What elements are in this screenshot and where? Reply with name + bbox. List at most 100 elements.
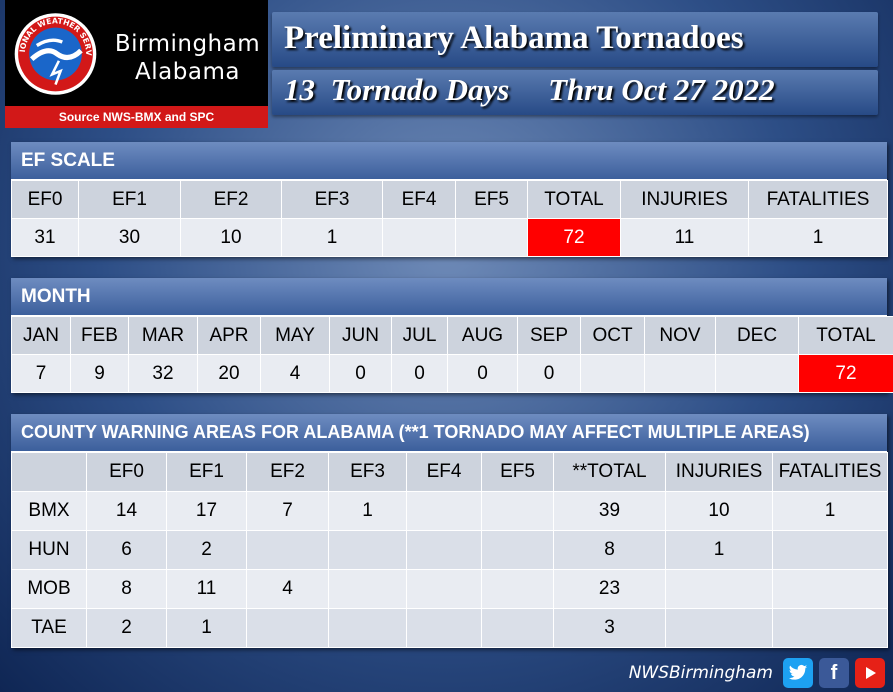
table-cell	[772, 530, 888, 570]
col-header: MAY	[260, 316, 330, 355]
table-cell: 7	[11, 354, 71, 393]
table-row: MOB 8 11 4 23	[11, 569, 888, 609]
col-header: JUN	[329, 316, 392, 355]
col-header: FATALITIES	[772, 452, 888, 492]
table-cell: 32	[128, 354, 198, 393]
table-row: HUN 6 2 8 1	[11, 530, 888, 570]
table-cell: 11	[166, 569, 247, 609]
col-header	[11, 452, 87, 492]
table-cell	[328, 530, 407, 570]
nws-seal-icon: NATIONAL WEATHER SERVICE	[13, 10, 97, 95]
table-cell: 31	[11, 218, 79, 257]
col-header: EF0	[86, 452, 167, 492]
col-header: **TOTAL	[553, 452, 666, 492]
col-header: EF2	[246, 452, 329, 492]
col-header: EF5	[481, 452, 554, 492]
col-header: EF3	[328, 452, 407, 492]
col-header: EF4	[382, 180, 456, 219]
table-cell: 20	[197, 354, 261, 393]
table-cell: 17	[166, 491, 247, 531]
table-cell	[246, 530, 329, 570]
table-cell	[406, 569, 482, 609]
row-label: BMX	[11, 491, 87, 531]
table-cell	[665, 608, 773, 648]
table-cell: 8	[553, 530, 666, 570]
table-cell	[406, 491, 482, 531]
table-cell: 1	[328, 491, 407, 531]
county-table: EF0 EF1 EF2 EF3 EF4 EF5 **TOTAL INJURIES…	[11, 452, 888, 648]
table-cell	[644, 354, 716, 393]
col-header: OCT	[580, 316, 645, 355]
col-header: FATALITIES	[748, 180, 888, 219]
table-cell: 0	[329, 354, 392, 393]
table-cell	[328, 569, 407, 609]
table-cell: 3	[553, 608, 666, 648]
table-cell: 10	[665, 491, 773, 531]
month-header: MONTH	[11, 278, 887, 316]
table-cell	[481, 569, 554, 609]
col-header: TOTAL	[527, 180, 621, 219]
col-header: EF4	[406, 452, 482, 492]
table-cell	[382, 218, 456, 257]
table-cell: 14	[86, 491, 167, 531]
social-handle[interactable]: NWSBirmingham	[628, 663, 773, 683]
col-header: SEP	[517, 316, 581, 355]
col-header: TOTAL	[798, 316, 893, 355]
twitter-icon[interactable]	[783, 658, 813, 688]
col-header: APR	[197, 316, 261, 355]
col-header: EF1	[166, 452, 247, 492]
table-cell	[455, 218, 528, 257]
table-cell: 7	[246, 491, 329, 531]
table-cell: 23	[553, 569, 666, 609]
col-header: AUG	[447, 316, 518, 355]
table-cell: 8	[86, 569, 167, 609]
social-footer: NWSBirmingham f	[629, 658, 885, 688]
col-header: INJURIES	[665, 452, 773, 492]
table-cell: 10	[180, 218, 282, 257]
county-header: COUNTY WARNING AREAS FOR ALABAMA (**1 TO…	[11, 414, 887, 452]
table-cell: 0	[447, 354, 518, 393]
table-cell: 0	[517, 354, 581, 393]
col-header: FEB	[70, 316, 129, 355]
table-cell	[772, 569, 888, 609]
county-header-row: EF0 EF1 EF2 EF3 EF4 EF5 **TOTAL INJURIES…	[11, 452, 888, 492]
total-cell: 72	[527, 218, 621, 257]
office-line2: Alabama	[135, 59, 240, 85]
nws-logo-block: NATIONAL WEATHER SERVICE Birmingham Alab…	[5, 0, 268, 106]
table-cell: 1	[748, 218, 888, 257]
table-cell	[665, 569, 773, 609]
table-cell	[246, 608, 329, 648]
table-cell	[481, 530, 554, 570]
col-header: EF2	[180, 180, 282, 219]
col-header: INJURIES	[620, 180, 749, 219]
title-banner: Preliminary Alabama Tornadoes	[272, 12, 878, 67]
row-label: HUN	[11, 530, 87, 570]
facebook-icon[interactable]: f	[819, 658, 849, 688]
county-panel: COUNTY WARNING AREAS FOR ALABAMA (**1 TO…	[11, 414, 888, 648]
youtube-icon[interactable]	[855, 658, 885, 688]
month-panel: MONTH JAN FEB MAR APR MAY JUN JUL AUG SE…	[11, 278, 893, 393]
table-cell: 30	[78, 218, 181, 257]
ef-scale-panel: EF SCALE EF0 EF1 EF2 EF3 EF4 EF5 TOTAL I…	[11, 142, 888, 257]
ef-scale-table: EF0 EF1 EF2 EF3 EF4 EF5 TOTAL INJURIES F…	[11, 180, 888, 257]
table-cell	[481, 608, 554, 648]
row-label: TAE	[11, 608, 87, 648]
table-cell: 1	[665, 530, 773, 570]
subtitle-banner: 13 Tornado Days Thru Oct 27 2022	[272, 70, 878, 115]
table-cell: 2	[166, 530, 247, 570]
col-header: DEC	[715, 316, 799, 355]
table-row: BMX 14 17 7 1 39 10 1	[11, 491, 888, 531]
page-title: Preliminary Alabama Tornadoes	[284, 20, 744, 56]
page-subtitle: 13 Tornado Days Thru Oct 27 2022	[284, 72, 775, 107]
table-cell	[715, 354, 799, 393]
col-header: EF3	[281, 180, 383, 219]
office-name: Birmingham Alabama	[105, 30, 270, 86]
col-header: JAN	[11, 316, 71, 355]
col-header: JUL	[391, 316, 448, 355]
table-cell	[772, 608, 888, 648]
col-header: MAR	[128, 316, 198, 355]
table-cell: 11	[620, 218, 749, 257]
table-cell: 2	[86, 608, 167, 648]
col-header: NOV	[644, 316, 716, 355]
ef-scale-values-row: 31 30 10 1 72 11 1	[11, 218, 888, 257]
